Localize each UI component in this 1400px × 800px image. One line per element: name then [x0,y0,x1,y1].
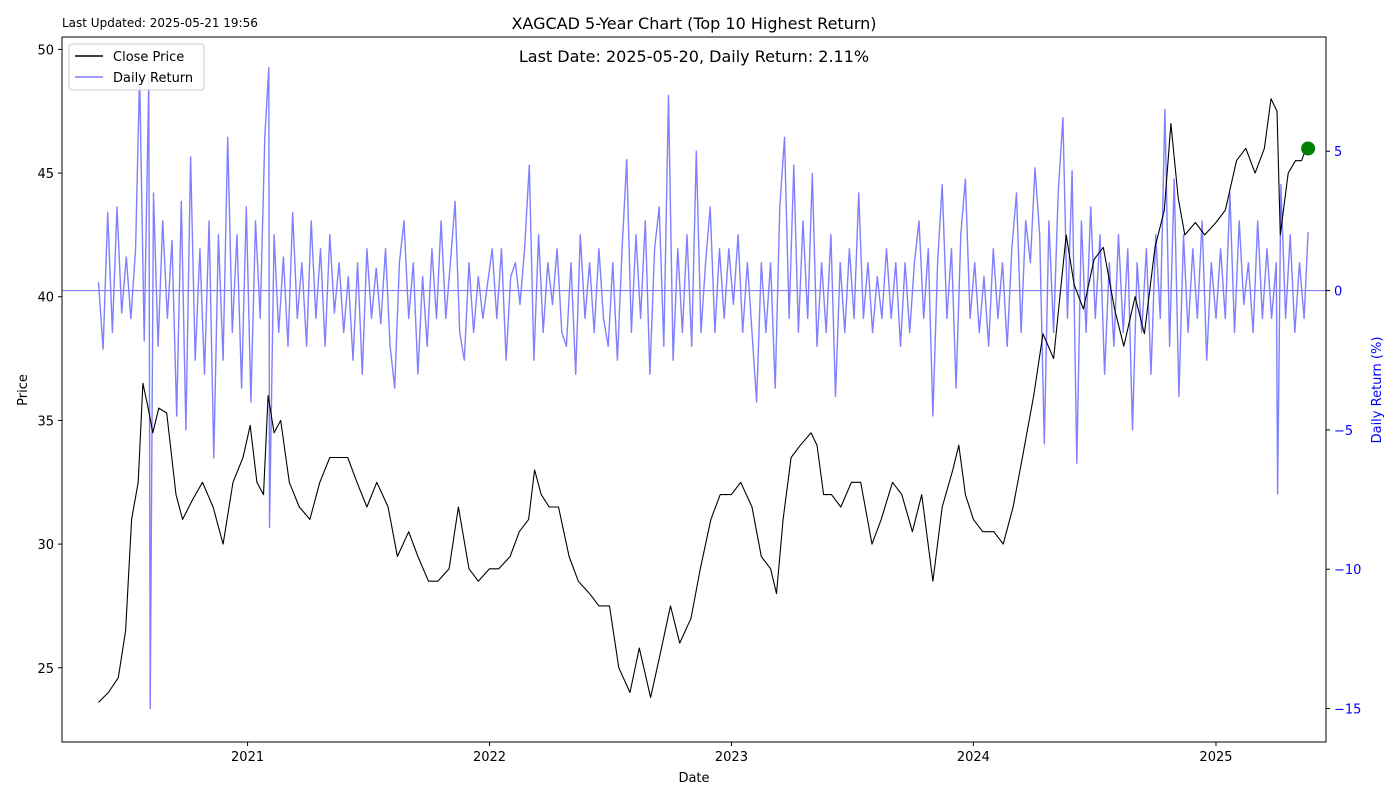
y-tick-label: 45 [37,167,54,182]
x-axis-label: Date [678,771,709,786]
series-daily-return-line [97,67,1309,710]
last-point-marker [1301,141,1316,156]
x-tick-label: 2025 [1199,750,1232,765]
y-tick-label: 35 [37,414,54,429]
y2-tick-label: −5 [1334,424,1353,439]
legend-label-close-price: Close Price [113,50,184,65]
y-tick-label: 50 [37,43,54,58]
y-tick-label: 40 [37,291,54,306]
x-tick-label: 2023 [715,750,748,765]
plot-frame [61,36,1327,743]
y2-tick-label: 0 [1334,285,1342,300]
y2-axis-label: Daily Return (%) [1370,337,1385,444]
y-axis-label: Price [16,374,31,406]
axes: 2021 2022 2023 2024 2025253035404550−15−10−5… [37,43,1361,765]
plot-area [62,67,1326,710]
y2-tick-label: −10 [1334,563,1361,578]
x-tick-label: 2024 [957,750,990,765]
chart-subtitle: Last Date: 2025-05-20, Daily Return: 2.1… [519,47,869,66]
series-close-price-line [98,98,1309,703]
last-updated-label: Last Updated: 2025-05-21 19:56 [62,16,258,30]
chart-title: XAGCAD 5-Year Chart (Top 10 Highest Retu… [511,14,876,33]
x-tick-label: 2022 [473,750,506,765]
legend: Close Price Daily Return [68,43,205,91]
y2-tick-label: 5 [1334,145,1342,160]
x-tick-label: 2021 [231,750,264,765]
y-tick-label: 30 [37,538,54,553]
y2-tick-label: −15 [1334,703,1361,718]
legend-label-daily-return: Daily Return [113,71,193,86]
y-tick-label: 25 [37,662,54,677]
